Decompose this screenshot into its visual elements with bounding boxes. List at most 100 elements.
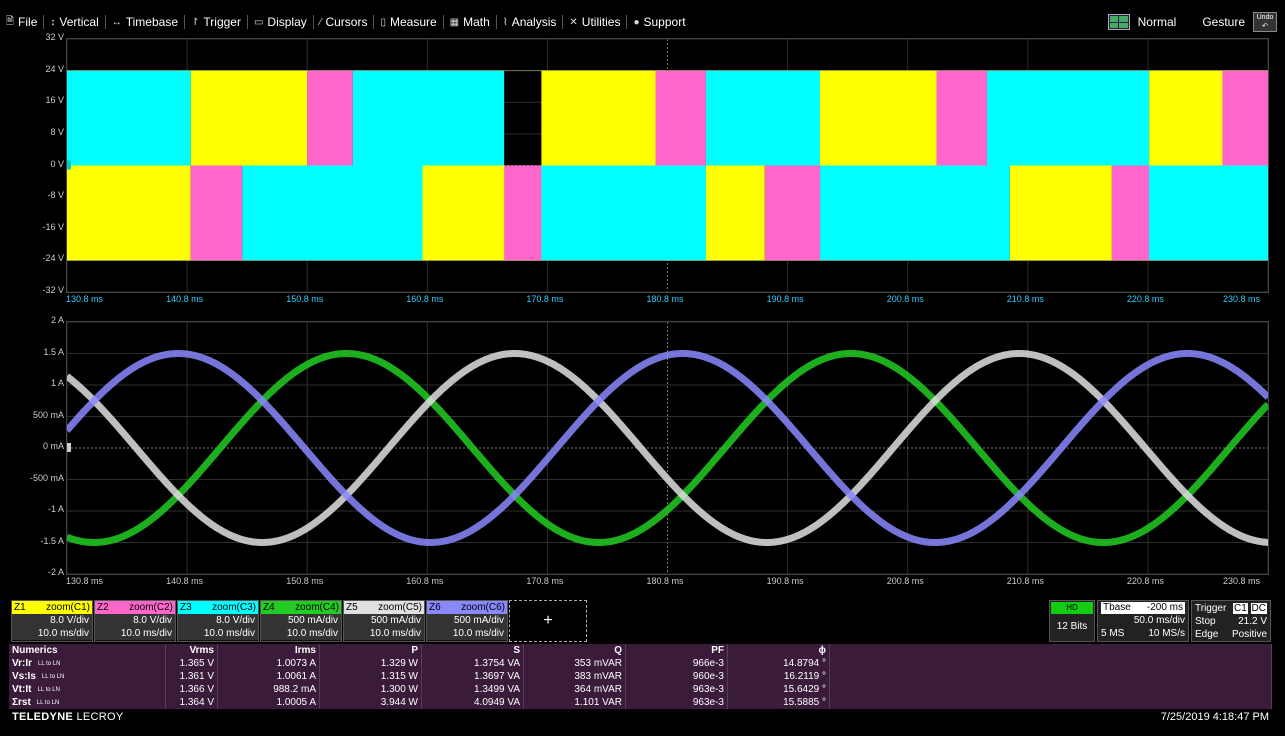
channel-tdiv: 10.0 ms/div (427, 627, 507, 640)
x-tick-label: 160.8 ms (406, 576, 444, 586)
math-icon: ▦ (449, 16, 460, 28)
menu-analysis[interactable]: ⌇ Analysis (502, 15, 557, 29)
channel-z3[interactable]: Z3 zoom(C3) 8.0 V/div 10.0 ms/div (177, 600, 259, 642)
menu-display[interactable]: ▭ Display (253, 15, 307, 29)
channel-vdiv: 8.0 V/div (12, 614, 92, 627)
channel-z2[interactable]: Z2 zoom(C2) 8.0 V/div 10.0 ms/div (94, 600, 176, 642)
vertical-icon: ↕ (50, 16, 56, 28)
trigger-coupling: DC (1250, 603, 1267, 614)
pulse-Z1 (1009, 165, 1112, 261)
x-tick-label: 150.8 ms (286, 576, 324, 586)
x-tick-label: 200.8 ms (886, 294, 924, 304)
channel-tdiv: 10.0 ms/div (344, 627, 424, 640)
x-tick-label: 180.8 ms (646, 576, 684, 586)
menu-timebase[interactable]: ↔ Timebase (111, 15, 178, 29)
menu-utilities[interactable]: ✕ Utilities (569, 15, 621, 29)
x-tick-label: 210.8 ms (1006, 294, 1044, 304)
numerics-header-cell: Irms (217, 644, 320, 657)
add-channel-button[interactable]: + (509, 600, 587, 642)
numerics-cell: 1.366 V (165, 683, 218, 696)
row-mode: LL to LN (36, 699, 60, 706)
numerics-cell: 963e-3 (625, 696, 728, 709)
undo-button[interactable]: Undo ↶ (1253, 12, 1277, 32)
channel-z1[interactable]: Z1 zoom(C1) 8.0 V/div 10.0 ms/div (11, 600, 93, 642)
tbase-samples: 5 MS (1101, 628, 1125, 639)
undo-icon: ↶ (1262, 23, 1268, 30)
trigger-chan: C1 (1232, 603, 1248, 614)
channel-tdiv: 10.0 ms/div (178, 627, 258, 640)
numerics-header-cell: S (421, 644, 524, 657)
trigger-box[interactable]: Trigger C1 DC Stop 21.2 V Edge Positive (1191, 600, 1271, 642)
channel-descriptors: Z1 zoom(C1) 8.0 V/div 10.0 ms/div Z2 zoom(C2)… (11, 600, 588, 642)
zero-marker-z3: Z3 (67, 160, 71, 170)
channel-z4[interactable]: Z4 zoom(C4) 500 mA/div 10.0 ms/div (260, 600, 342, 642)
menu-cursors[interactable]: ⁄ Cursors (319, 15, 368, 29)
menu-trigger[interactable]: ↾ Trigger (191, 15, 241, 29)
pulse-Z3 (986, 70, 1150, 166)
y-tick-label: -16 V (42, 221, 64, 232)
numerics-cell: 353 mVAR (523, 657, 626, 670)
trace-Z6 (67, 350, 1268, 546)
channel-tdiv: 10.0 ms/div (95, 627, 175, 640)
numerics-header-cell: PF (625, 644, 728, 657)
hd-box[interactable]: HD 12 Bits (1049, 600, 1095, 642)
timebase-box[interactable]: Tbase -200 ms 50.0 ms/div 5 MS 10 MS/s (1097, 600, 1189, 642)
pulse-Z2 (764, 165, 821, 261)
voltage-grid[interactable]: Z3 (66, 38, 1269, 293)
menu-file[interactable]: 🗎 File (6, 15, 38, 29)
y-tick-label: 8 V (50, 126, 64, 137)
numerics-row[interactable]: Vs:Is LL to LN 1.361 V 1.0061 A 1.315 W 1.369… (9, 670, 1272, 683)
channel-z5[interactable]: Z5 zoom(C5) 500 mA/div 10.0 ms/div (343, 600, 425, 642)
current-grid[interactable]: Z5 (66, 321, 1269, 575)
menu-support[interactable]: ● Support (633, 15, 686, 29)
channel-vdiv: 500 mA/div (261, 614, 341, 627)
numerics-row[interactable]: Vt:It LL to LN 1.366 V 988.2 mA 1.300 W 1.349… (9, 683, 1272, 696)
numerics-cell: 1.0005 A (217, 696, 320, 709)
channel-source: zoom(C5) (378, 602, 422, 613)
trace-Z5 (67, 350, 1268, 546)
channel-source: zoom(C4) (295, 602, 339, 613)
pulse-Z2 (307, 70, 353, 166)
numerics-cell: 966e-3 (625, 657, 728, 670)
grid-layout-icon[interactable] (1107, 14, 1130, 30)
trigger-slope: Positive (1231, 629, 1267, 640)
x-tick-label: 170.8 ms (526, 576, 564, 586)
y-tick-label: -2 A (47, 567, 64, 577)
menu-divider (43, 15, 45, 29)
trigger-type: Edge (1195, 629, 1219, 640)
support-icon: ● (633, 16, 640, 28)
x-tick-label: 230.8 ms (1223, 294, 1261, 304)
channel-id: Z6 (429, 602, 441, 613)
pulse-Z3 (67, 70, 191, 166)
numerics-cell: 1.0061 A (217, 670, 320, 683)
x-tick-label: 210.8 ms (1006, 576, 1044, 586)
x-tick-label: 170.8 ms (526, 294, 564, 304)
file-icon: 🗎 (6, 15, 15, 27)
x-tick-label: 140.8 ms (166, 576, 204, 586)
display-mode[interactable]: Normal (1137, 15, 1177, 29)
y-tick-label: 0 mA (42, 441, 64, 451)
pulse-Z2 (190, 165, 243, 261)
bits-label: 12 Bits (1056, 621, 1088, 632)
numerics-cell: 1.315 W (319, 670, 422, 683)
numerics-table[interactable]: Numerics Vrms Irms P S Q PF ϕ Vr:Ir LL to LN 1.365… (9, 644, 1272, 709)
menu-divider (312, 15, 314, 29)
hd-tag: HD (1051, 602, 1093, 614)
numerics-cell: 1.3499 VA (421, 683, 524, 696)
menu-measure[interactable]: ▯ Measure (380, 15, 437, 29)
tbase-per-div: 50.0 ms/div (1133, 615, 1185, 626)
tbase-label: Tbase (1103, 602, 1131, 613)
timestamp: 7/25/2019 4:18:47 PM (1160, 711, 1269, 723)
numerics-cell: 1.0073 A (217, 657, 320, 670)
measure-icon: ▯ (380, 16, 386, 28)
numerics-cell: 16.2119 ° (727, 670, 830, 683)
numerics-header-cell: P (319, 644, 422, 657)
x-tick-label: 220.8 ms (1126, 576, 1164, 586)
numerics-row[interactable]: Σrst LL to LN 1.364 V 1.0005 A 3.944 W 4.0949… (9, 696, 1272, 709)
menu-math[interactable]: ▦ Math (449, 15, 490, 29)
gesture-label[interactable]: Gesture (1202, 15, 1245, 29)
menu-vertical[interactable]: ↕ Vertical (50, 15, 99, 29)
numerics-cell: 1.3697 VA (421, 670, 524, 683)
numerics-row[interactable]: Vr:Ir LL to LN 1.365 V 1.0073 A 1.329 W 1.375… (9, 657, 1272, 670)
channel-z6[interactable]: Z6 zoom(C6) 500 mA/div 10.0 ms/div (426, 600, 508, 642)
